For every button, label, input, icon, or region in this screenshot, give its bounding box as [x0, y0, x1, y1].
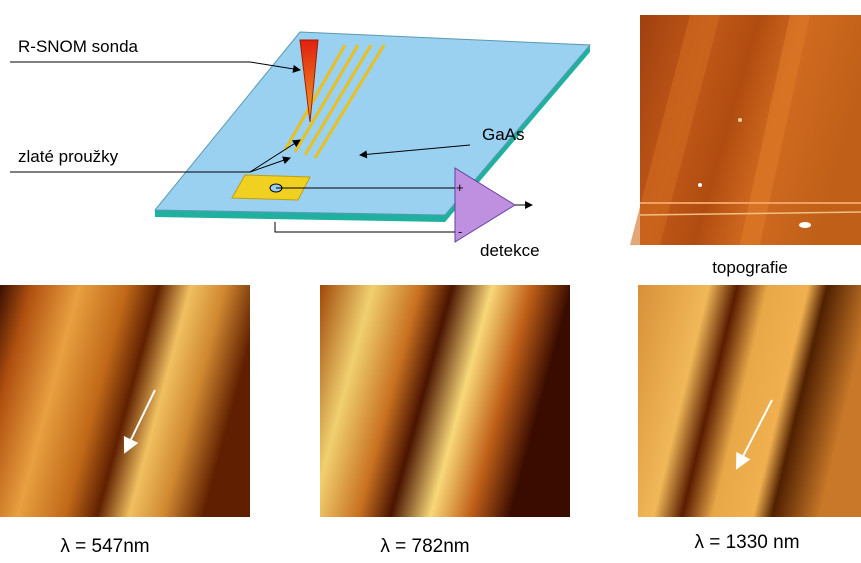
figure: R-SNOM sonda zlaté proužky GaAs detekce …	[0, 0, 861, 563]
sign: -	[458, 224, 462, 239]
image	[0, 285, 250, 517]
label: zlaté proužky	[18, 147, 119, 166]
caption: λ = 1330 nm	[694, 532, 799, 553]
caption: λ = 782nm	[380, 536, 469, 557]
topography-image	[630, 15, 861, 245]
label: R-SNOM sonda	[18, 37, 139, 56]
label: GaAs	[482, 125, 525, 144]
caption: topografie	[712, 258, 788, 277]
image	[638, 285, 861, 517]
amplifier	[455, 168, 515, 242]
caption: λ = 547nm	[60, 536, 149, 557]
label: detekce	[480, 241, 540, 260]
sign: +	[456, 180, 464, 195]
image	[320, 285, 570, 517]
